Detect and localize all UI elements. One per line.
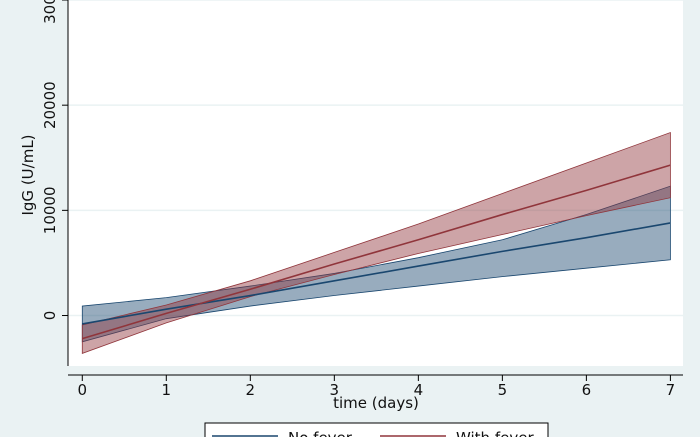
grid xyxy=(68,0,683,317)
fit-line xyxy=(82,222,671,325)
x-tick-label: 2 xyxy=(246,381,256,399)
legend: No fever With fever xyxy=(212,429,534,437)
y-tick-label: 20000 xyxy=(41,81,59,129)
y-tick-label: 0 xyxy=(41,311,59,321)
y-axis-title: IgG (U/mL) xyxy=(19,134,37,215)
y-tick-label: 10000 xyxy=(41,186,59,234)
x-tick-label: 7 xyxy=(666,381,676,399)
x-tick-label: 5 xyxy=(498,381,508,399)
y-tick-label: 30000 xyxy=(41,0,59,24)
legend-label: No fever xyxy=(288,429,353,437)
legend-label: With fever xyxy=(456,429,534,437)
axes: 0 10000 20000 30000 0 1 2 3 4 5 6 7 xyxy=(41,0,683,399)
x-tick-label: 0 xyxy=(78,381,88,399)
x-tick-label: 4 xyxy=(414,381,424,399)
x-tick-label: 6 xyxy=(582,381,592,399)
legend-box xyxy=(204,422,549,437)
x-tick-label: 3 xyxy=(330,381,340,399)
x-tick-label: 1 xyxy=(162,381,172,399)
fit-line xyxy=(82,164,671,340)
lines xyxy=(82,164,671,340)
x-axis-title: time (days) xyxy=(333,394,419,412)
plot-area xyxy=(68,0,683,366)
